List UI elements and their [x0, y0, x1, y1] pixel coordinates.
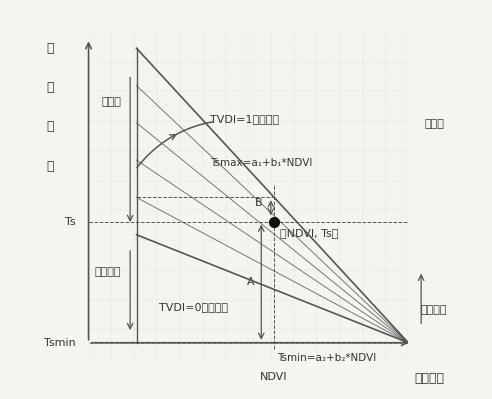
Text: 表: 表	[46, 81, 54, 94]
Text: Ts: Ts	[65, 217, 76, 227]
Text: NDVI: NDVI	[260, 372, 288, 382]
Text: Tsmax=a₁+b₁*NDVI: Tsmax=a₁+b₁*NDVI	[210, 158, 312, 168]
Text: Tsmin: Tsmin	[44, 338, 76, 348]
Text: 地: 地	[46, 42, 54, 55]
Text: 无蜥发: 无蜥发	[424, 119, 444, 128]
Text: A: A	[247, 277, 255, 287]
Text: 度: 度	[46, 160, 54, 172]
Text: 植被指数: 植被指数	[415, 372, 445, 385]
Text: （NDVI, Ts）: （NDVI, Ts）	[280, 228, 339, 238]
Text: 温: 温	[46, 120, 54, 133]
Text: 最大蜥发: 最大蜥发	[94, 267, 121, 277]
Text: 无蜥发: 无蜥发	[101, 97, 121, 107]
Text: 最大蜥发: 最大蜥发	[421, 305, 447, 315]
Text: B: B	[255, 198, 263, 208]
Text: Tsmin=a₂+b₂*NDVI: Tsmin=a₂+b₂*NDVI	[277, 353, 376, 363]
Text: TVDI=1（干边）: TVDI=1（干边）	[210, 114, 279, 124]
Text: TVDI=0（湿边）: TVDI=0（湿边）	[159, 302, 228, 312]
